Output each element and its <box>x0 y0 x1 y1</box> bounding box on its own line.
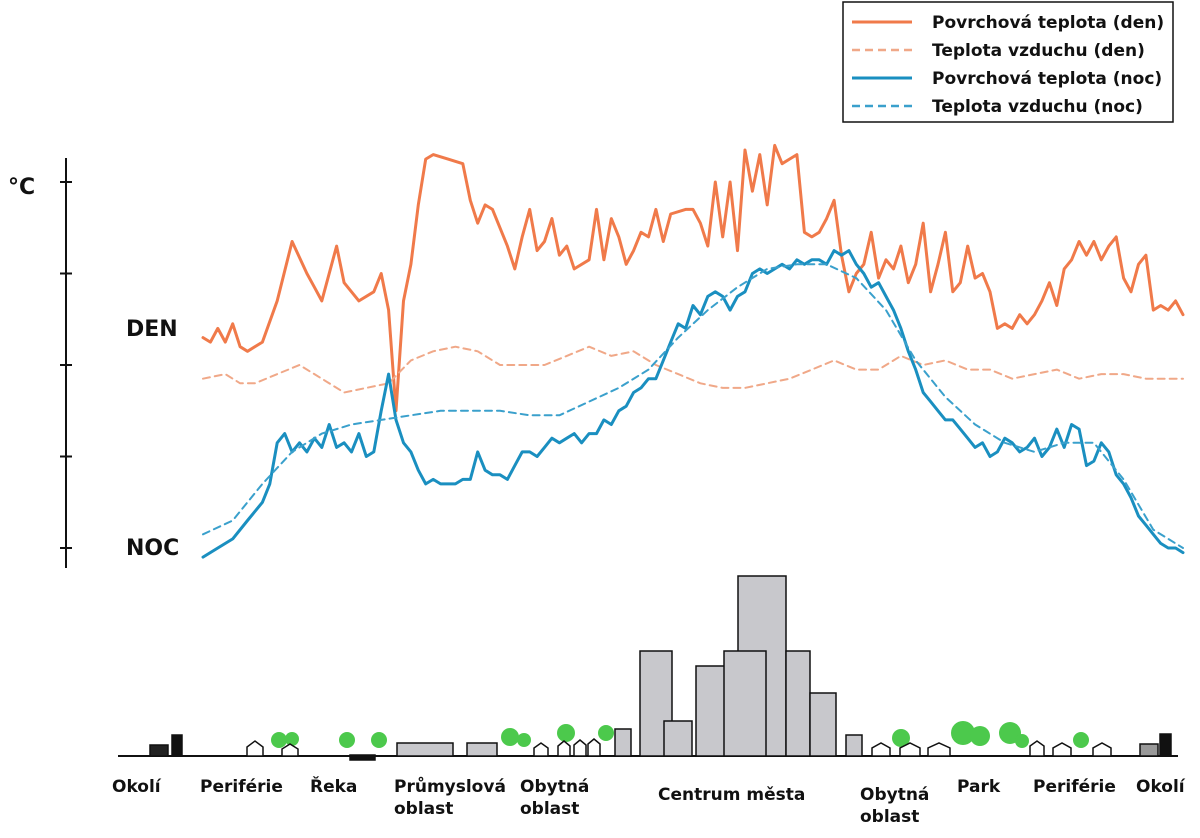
river-icon <box>349 754 376 761</box>
building-icon <box>809 692 837 757</box>
series-line-0 <box>201 143 1185 413</box>
house-icon <box>1092 742 1112 757</box>
tree-icon <box>1073 732 1089 748</box>
house-icon <box>927 742 951 757</box>
x-category-label-7: Park <box>957 777 1001 797</box>
series-layer <box>201 143 1185 559</box>
tree-icon <box>1015 734 1029 748</box>
series-line-1 <box>202 345 1184 394</box>
house-icon <box>573 739 587 757</box>
building-icon <box>614 728 632 757</box>
house-icon <box>557 740 571 757</box>
tree-icon <box>970 726 990 746</box>
building-icon <box>695 665 727 757</box>
y-axis <box>60 158 72 568</box>
building-icon <box>1139 743 1159 757</box>
legend: Povrchová teplota (den) Teplota vzduchu (… <box>842 1 1174 123</box>
house-icon <box>281 743 299 757</box>
tree-icon <box>339 732 355 748</box>
x-category-label-4: Obytná oblast <box>520 777 589 819</box>
x-category-label-3: Průmyslová oblast <box>394 775 506 819</box>
building-icon <box>171 734 183 757</box>
tree-icon <box>285 732 299 746</box>
factory-icon <box>396 742 454 757</box>
tree-icon <box>501 728 519 746</box>
building-icon <box>1159 733 1172 757</box>
tree-icon <box>371 732 387 748</box>
label-day: DEN <box>126 317 178 342</box>
factory-icon <box>466 742 498 757</box>
house-icon <box>1052 742 1072 757</box>
x-category-label-6: Obytná oblast <box>860 785 929 827</box>
x-category-label-0: Okolí <box>112 777 162 797</box>
building-icon <box>845 734 863 757</box>
house-icon <box>246 740 264 757</box>
house-icon <box>587 738 601 757</box>
building-icon <box>785 650 811 757</box>
x-category-labels: Okolí Periférie Řeka Průmyslová oblast Obytná… <box>112 775 1186 827</box>
label-night: NOC <box>126 536 179 561</box>
tree-icon <box>892 729 910 747</box>
y-axis-unit: °C <box>8 175 35 200</box>
x-category-label-2: Řeka <box>310 775 357 797</box>
building-icon <box>663 720 693 757</box>
city-profile-illustration <box>118 575 1178 761</box>
house-icon <box>899 742 921 757</box>
legend-label-3: Teplota vzduchu (noc) <box>932 97 1143 117</box>
x-category-label-8: Periférie <box>1033 777 1116 797</box>
building-icon <box>149 744 169 757</box>
tree-icon <box>517 733 531 747</box>
house-icon <box>871 742 891 757</box>
house-icon <box>533 742 549 757</box>
x-category-label-1: Periférie <box>200 777 283 797</box>
legend-label-0: Povrchová teplota (den) <box>932 13 1164 33</box>
series-line-3 <box>202 263 1184 549</box>
series-line-2 <box>201 249 1185 559</box>
tree-icon <box>598 725 614 741</box>
x-category-label-9: Okolí <box>1136 777 1186 797</box>
building-icon <box>723 650 767 757</box>
tree-icon <box>951 721 975 745</box>
tree-icon <box>271 732 287 748</box>
house-icon <box>1029 740 1045 757</box>
x-category-label-5: Centrum města <box>658 785 805 805</box>
legend-label-2: Povrchová teplota (noc) <box>932 69 1162 89</box>
tree-icon <box>557 724 575 742</box>
legend-label-1: Teplota vzduchu (den) <box>932 41 1145 61</box>
